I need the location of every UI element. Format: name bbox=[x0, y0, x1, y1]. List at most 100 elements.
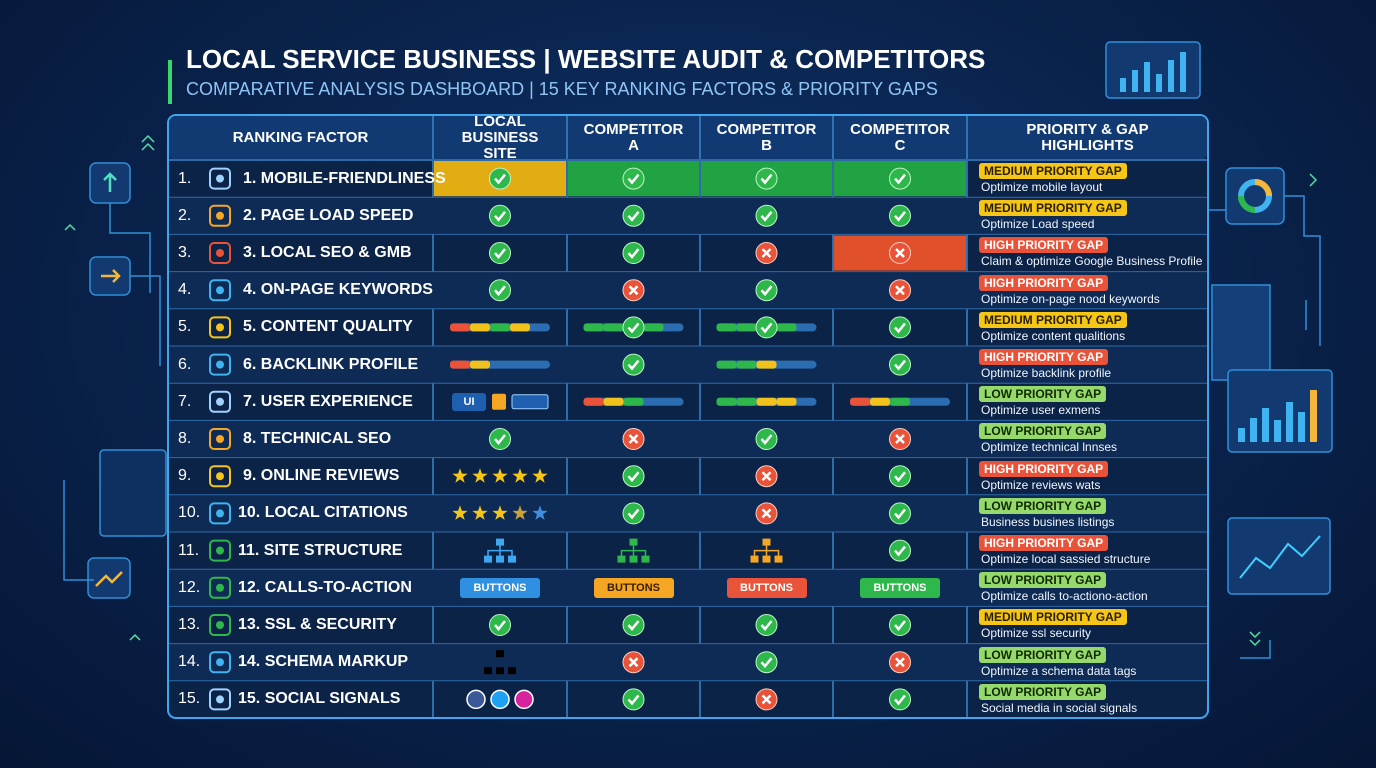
star bbox=[492, 468, 508, 483]
decor-right bbox=[1105, 41, 1333, 659]
check-mark bbox=[894, 322, 906, 334]
score-bar-seg bbox=[870, 397, 890, 406]
star bbox=[532, 505, 548, 520]
score-bar-seg bbox=[470, 360, 490, 369]
check-icon bbox=[889, 316, 911, 339]
star bbox=[512, 505, 528, 520]
check-mark bbox=[494, 173, 506, 185]
score-bar-seg bbox=[756, 360, 777, 369]
priority-note: Optimize user exmens bbox=[981, 403, 1101, 418]
star bbox=[532, 468, 548, 483]
cta-button: BUTTONS bbox=[726, 577, 807, 598]
priority-note: Optimize reviews wats bbox=[981, 477, 1101, 492]
factor-icon-dot bbox=[216, 472, 224, 481]
factor-icon bbox=[209, 688, 231, 711]
check-icon bbox=[622, 688, 645, 711]
star bbox=[452, 505, 468, 520]
row-number: 15. bbox=[178, 690, 201, 708]
factor-icon bbox=[209, 204, 231, 227]
sitemap-node bbox=[496, 555, 504, 563]
check-mark bbox=[760, 657, 773, 669]
priority-note: Social media in social signals bbox=[981, 700, 1138, 715]
check-icon bbox=[622, 167, 645, 190]
social-icon bbox=[514, 689, 534, 710]
row-number: 7. bbox=[178, 392, 192, 410]
sitemap-node bbox=[617, 555, 626, 563]
factor-icon bbox=[209, 167, 231, 190]
check-mark bbox=[894, 359, 906, 371]
title-accent bbox=[168, 60, 172, 104]
column-header: COMPETITOR B bbox=[716, 121, 817, 154]
sitemap-node bbox=[484, 667, 492, 675]
factor-icon bbox=[209, 390, 231, 413]
priority-note: Optimize ssl security bbox=[981, 626, 1092, 641]
check-icon bbox=[622, 204, 645, 227]
factor-icon-dot bbox=[216, 435, 224, 443]
cross-mark bbox=[895, 657, 905, 668]
cross-mark bbox=[628, 285, 639, 296]
sitemap-node bbox=[629, 538, 638, 546]
check-mark bbox=[494, 285, 506, 297]
score-bar-seg bbox=[890, 397, 910, 406]
check-icon bbox=[755, 204, 778, 227]
priority-note: Optimize technical lnnses bbox=[981, 440, 1118, 455]
score-bar-seg bbox=[716, 323, 737, 332]
row-number: 8. bbox=[178, 430, 192, 447]
check-icon bbox=[755, 651, 778, 674]
check-mark bbox=[894, 545, 906, 557]
check-mark bbox=[894, 620, 906, 631]
check-mark bbox=[894, 173, 906, 185]
check-mark bbox=[627, 359, 640, 371]
chevrons bbox=[64, 134, 155, 641]
sitemap-node bbox=[496, 538, 504, 546]
factor-name: 10. LOCAL CITATIONS bbox=[238, 504, 408, 522]
row-number: 12. bbox=[178, 578, 201, 596]
factor-name: 3. LOCAL SEO & GMB bbox=[243, 244, 412, 261]
check-mark bbox=[760, 434, 773, 445]
social-icon bbox=[466, 689, 486, 710]
cta-button: BUTTONS bbox=[860, 577, 940, 598]
sitemap-node bbox=[762, 538, 771, 546]
factor-icon bbox=[209, 465, 231, 488]
score-bar-seg bbox=[583, 397, 604, 406]
priority-badge: HIGH PRIORITY GAP bbox=[979, 349, 1109, 365]
check-icon bbox=[755, 316, 778, 339]
sitemap-node bbox=[629, 555, 638, 563]
check-mark bbox=[760, 211, 773, 222]
check-icon bbox=[889, 167, 911, 190]
check-icon bbox=[622, 242, 645, 264]
check-icon bbox=[489, 279, 511, 302]
circuit-line bbox=[1208, 195, 1321, 659]
check-mark bbox=[760, 285, 773, 297]
score-bar-seg bbox=[603, 397, 624, 406]
factor-icon-dot bbox=[216, 509, 224, 518]
column-header: LOCAL BUSINESS SITE bbox=[461, 113, 539, 162]
check-mark bbox=[894, 508, 906, 520]
factor-icon-dot bbox=[216, 286, 224, 295]
priority-badge: LOW PRIORITY GAP bbox=[979, 683, 1107, 700]
check-mark bbox=[494, 248, 506, 259]
ui-chip: UI bbox=[452, 392, 486, 411]
factor-name: 2. PAGE LOAD SPEED bbox=[243, 206, 414, 224]
priority-note: Optimize calls to-actiono-action bbox=[981, 589, 1148, 604]
factor-icon bbox=[209, 651, 231, 674]
priority-note: Optimize a schema data tags bbox=[981, 663, 1137, 678]
check-icon bbox=[889, 204, 911, 227]
cross-mark bbox=[761, 471, 772, 482]
check-icon bbox=[889, 539, 911, 562]
check-icon bbox=[622, 465, 645, 488]
check-mark bbox=[627, 471, 640, 483]
row-number: 1. bbox=[178, 169, 192, 187]
score-bar-seg bbox=[623, 397, 644, 406]
cta-button: BUTTONS bbox=[460, 577, 540, 598]
check-icon bbox=[622, 316, 645, 339]
factor-icon-dot bbox=[216, 695, 224, 704]
factor-name: 5. CONTENT QUALITY bbox=[243, 318, 413, 336]
row-number: 10. bbox=[178, 504, 201, 522]
score-bar-seg bbox=[736, 323, 757, 332]
factor-icon-dot bbox=[216, 658, 224, 667]
check-mark bbox=[494, 434, 506, 445]
check-icon bbox=[755, 279, 778, 302]
factor-icon bbox=[209, 576, 231, 599]
